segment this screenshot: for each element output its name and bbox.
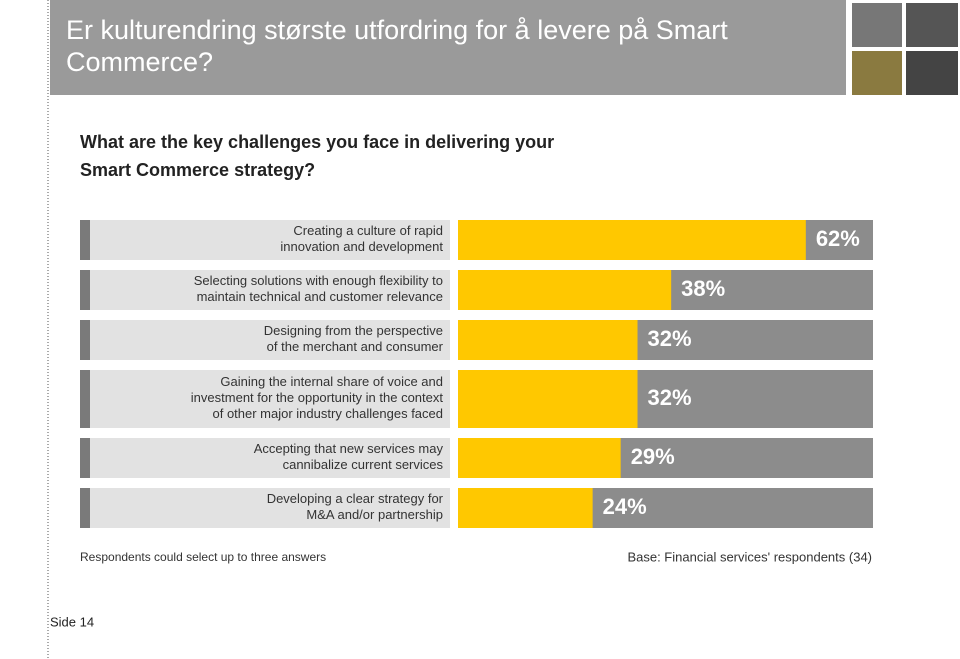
label-strip [80,320,90,360]
chart-title: What are the key challenges you face in … [80,132,554,180]
label-strip [80,438,90,478]
footer: Side 14 [50,614,94,629]
value-label: 32% [648,326,692,351]
bar [458,438,621,478]
label-strip [80,220,90,260]
label-panel [80,270,450,310]
value-label: 38% [681,276,725,301]
category-label: Accepting that new services may cannibali… [254,441,444,472]
category-label: Creating a culture of rapid innovation an… [280,223,443,254]
category-label: Developing a clear strategy for M&A and/o… [267,491,444,522]
label-strip [80,370,90,428]
label-panel [80,320,450,360]
note-left: Respondents could select up to three ans… [80,550,326,564]
value-label: 32% [648,385,692,410]
label-panel [80,488,450,528]
note-right: Base: Financial services' respondents (3… [627,549,872,564]
label-panel [80,370,450,428]
value-label: 24% [603,494,647,519]
slide-title: Er kulturendring største utfordring for … [66,15,728,77]
category-label: Designing from the perspective of the mer… [264,323,444,354]
bar [458,370,638,428]
label-strip [80,270,90,310]
category-label: Selecting solutions with enough flexibil… [194,273,443,304]
category-label: Gaining the internal share of voice and i… [191,374,444,421]
bar [458,320,638,360]
bar [458,220,806,260]
header-images [852,3,958,95]
label-strip [80,488,90,528]
bar [458,488,593,528]
label-panel [80,438,450,478]
value-label: 29% [631,444,675,469]
value-label: 62% [816,226,860,251]
header-band [50,0,846,95]
bar [458,270,672,310]
label-panel [80,220,450,260]
